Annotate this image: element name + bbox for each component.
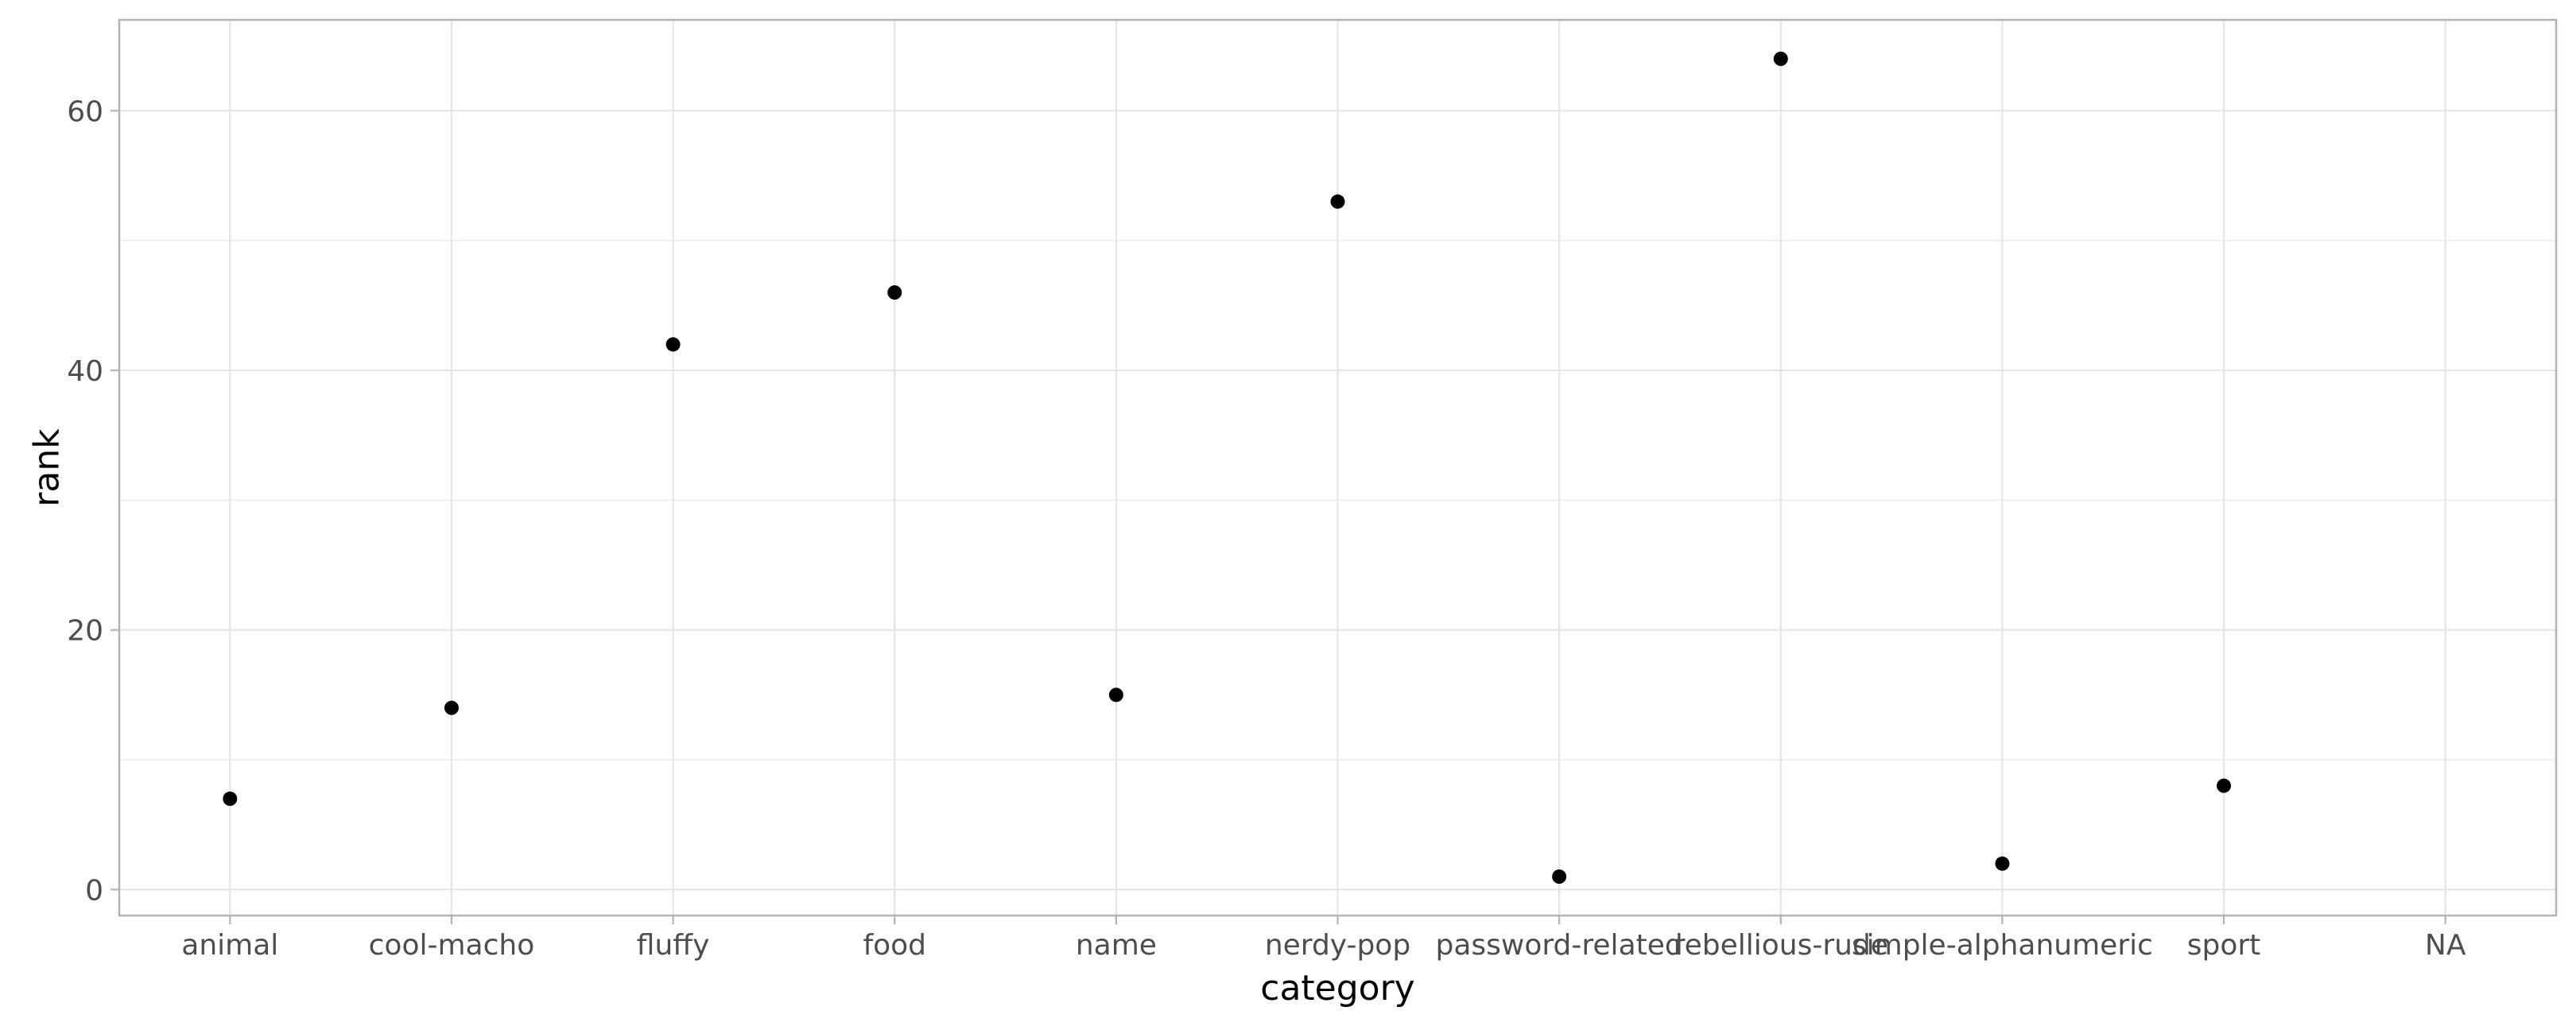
x-axis-ticks: animal cool-macho fluffy food name nerdy-pop p… <box>181 916 2466 962</box>
point-sport <box>2217 778 2232 793</box>
x-tick-label: simple-alphanumeric <box>1852 929 2153 962</box>
point-food <box>887 285 902 300</box>
x-tick-label: nerdy-pop <box>1265 929 1410 962</box>
x-tick-label: cool-macho <box>369 929 535 962</box>
data-points <box>223 52 2232 884</box>
y-axis-title: rank <box>26 428 67 507</box>
x-tick-label: password-related <box>1436 929 1683 962</box>
x-tick-label: food <box>863 929 926 962</box>
point-simple-alphanumeric <box>1995 856 2010 871</box>
y-axis-ticks: 0 20 40 60 <box>67 95 119 907</box>
x-tick-label: animal <box>181 929 278 962</box>
major-gridlines <box>119 20 2556 916</box>
y-tick-label: 0 <box>85 874 103 907</box>
point-nerdy-pop <box>1330 194 1345 209</box>
point-animal <box>223 792 238 806</box>
point-fluffy <box>665 337 681 352</box>
x-tick-label: sport <box>2187 929 2261 962</box>
x-tick-label: name <box>1076 929 1157 962</box>
x-tick-label: rebellious-rude <box>1674 929 1888 962</box>
point-name <box>1108 687 1123 703</box>
point-rebellious-rude <box>1773 52 1788 66</box>
point-password-related <box>1552 869 1567 884</box>
x-tick-label: NA <box>2425 929 2466 962</box>
y-tick-label: 20 <box>67 615 103 648</box>
y-tick-label: 40 <box>67 355 103 388</box>
x-tick-label: fluffy <box>637 929 710 962</box>
point-cool-macho <box>444 700 459 715</box>
y-tick-label: 60 <box>67 95 103 128</box>
x-axis-title: category <box>1260 968 1414 1009</box>
